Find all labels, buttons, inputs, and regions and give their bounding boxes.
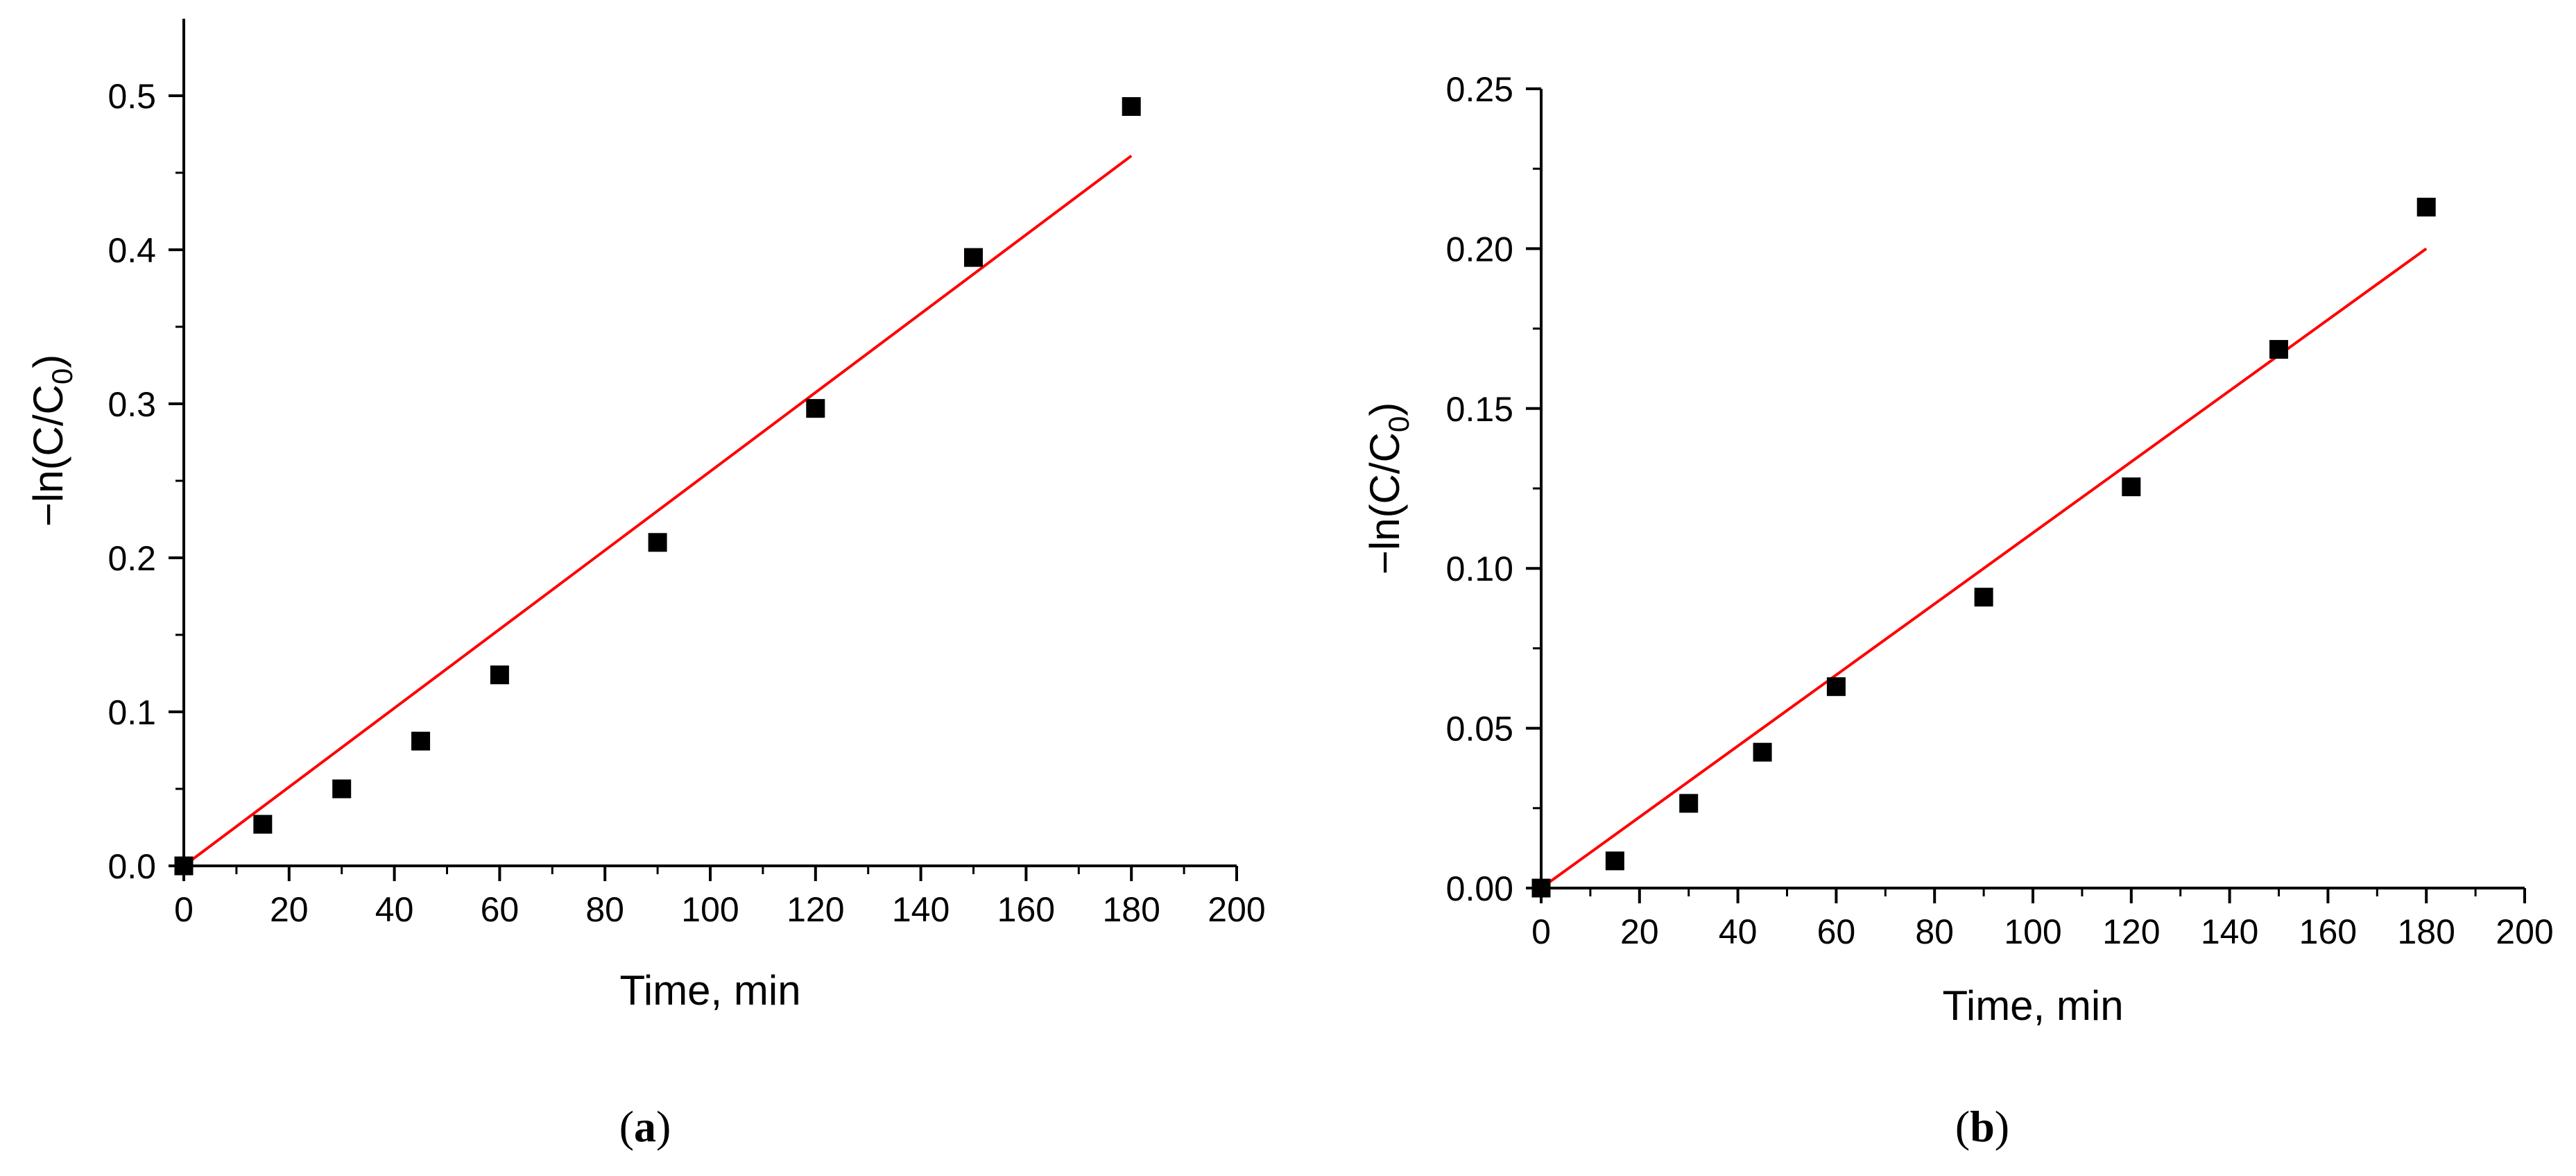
- x-tick-label: 140: [2201, 912, 2258, 951]
- x-tick-label: 200: [2496, 912, 2553, 951]
- panel-label-open: (: [1955, 1102, 1970, 1151]
- data-point: [806, 399, 825, 418]
- panel-label-letter: a: [634, 1102, 656, 1151]
- panel-label-letter: b: [1970, 1102, 1995, 1151]
- y-tick-label: 0.15: [1446, 390, 1513, 429]
- y-axis-title: −ln(C/C0): [1362, 402, 1415, 574]
- x-tick-label: 180: [2397, 912, 2455, 951]
- y-tick-label: 0.10: [1446, 549, 1513, 588]
- data-point: [490, 665, 509, 685]
- data-point: [964, 248, 983, 267]
- x-tick-label: 60: [481, 890, 520, 929]
- data-point: [2416, 197, 2436, 216]
- x-tick-label: 200: [1208, 890, 1265, 929]
- x-tick-label: 100: [2004, 912, 2061, 951]
- x-tick-label: 120: [787, 890, 844, 929]
- data-point: [1605, 851, 1624, 871]
- y-tick-label: 0.20: [1446, 230, 1513, 269]
- y-tick-label: 0.3: [108, 385, 156, 424]
- x-tick-label: 20: [1620, 912, 1659, 951]
- x-tick-label: 120: [2102, 912, 2160, 951]
- x-tick-label: 60: [1817, 912, 1856, 951]
- data-point: [174, 856, 194, 876]
- data-point: [1122, 97, 1141, 117]
- data-point: [332, 779, 352, 799]
- data-point: [1753, 742, 1772, 762]
- data-point: [253, 815, 273, 834]
- y-axis-title-main: −ln(C/C: [25, 384, 71, 527]
- panel-label: (a): [619, 1102, 671, 1151]
- fit-line: [182, 154, 1133, 867]
- x-tick-label: 140: [892, 890, 950, 929]
- y-tick-label: 0.2: [108, 539, 156, 578]
- x-tick-label: 180: [1102, 890, 1160, 929]
- y-axis-title-subscript: 0: [46, 368, 78, 384]
- y-axis-title: −ln(C/C0): [25, 355, 78, 527]
- y-tick-label: 0.25: [1446, 70, 1513, 109]
- x-axis-title: Time, min: [1942, 982, 2123, 1029]
- data-point: [648, 533, 667, 552]
- x-tick-label: 40: [1719, 912, 1758, 951]
- chart-panel-a: 0 20 40 60 80 100 120 140 160 180 200 0.0 0.1 0.2 0.3 0…: [25, 19, 1266, 1151]
- data-point: [1531, 878, 1551, 898]
- chart-panel-b: 0 20 40 60 80 100 120 140 160 180 200 0.00 0.05 0.10 0…: [1362, 70, 2554, 1151]
- y-axis-title-main: −ln(C/C: [1362, 432, 1408, 574]
- y-axis-title-close: ): [1362, 402, 1408, 416]
- data-point: [2122, 477, 2141, 497]
- x-tick-label: 0: [1531, 912, 1551, 951]
- x-axis-title: Time, min: [619, 967, 800, 1014]
- data-point: [1679, 794, 1699, 813]
- x-tick-label: 40: [375, 890, 414, 929]
- data-point: [2269, 340, 2288, 359]
- panel-label-close: ): [1995, 1102, 2009, 1151]
- x-tick-label: 80: [1915, 912, 1954, 951]
- data-point: [1826, 677, 1846, 697]
- panel-label-close: ): [656, 1102, 671, 1151]
- x-tick-label: 20: [270, 890, 309, 929]
- y-tick-label: 0.4: [108, 231, 156, 270]
- y-tick-label: 0.5: [108, 77, 156, 116]
- fit-line: [1540, 247, 2428, 889]
- panel-label-open: (: [619, 1102, 634, 1151]
- data-point: [1974, 588, 1993, 607]
- x-tick-label: 80: [585, 890, 624, 929]
- y-axis-title-subscript: 0: [1382, 416, 1415, 432]
- y-tick-label: 0.1: [108, 693, 156, 732]
- y-tick-label: 0.0: [108, 847, 156, 886]
- x-tick-label: 160: [2299, 912, 2357, 951]
- y-tick-label: 0.00: [1446, 869, 1513, 908]
- y-axis-title-close: ): [25, 355, 71, 368]
- data-point: [411, 731, 431, 751]
- x-tick-label: 160: [997, 890, 1055, 929]
- y-tick-label: 0.05: [1446, 710, 1513, 749]
- x-tick-label: 100: [681, 890, 739, 929]
- panel-label: (b): [1955, 1102, 2009, 1151]
- x-tick-label: 0: [174, 890, 194, 929]
